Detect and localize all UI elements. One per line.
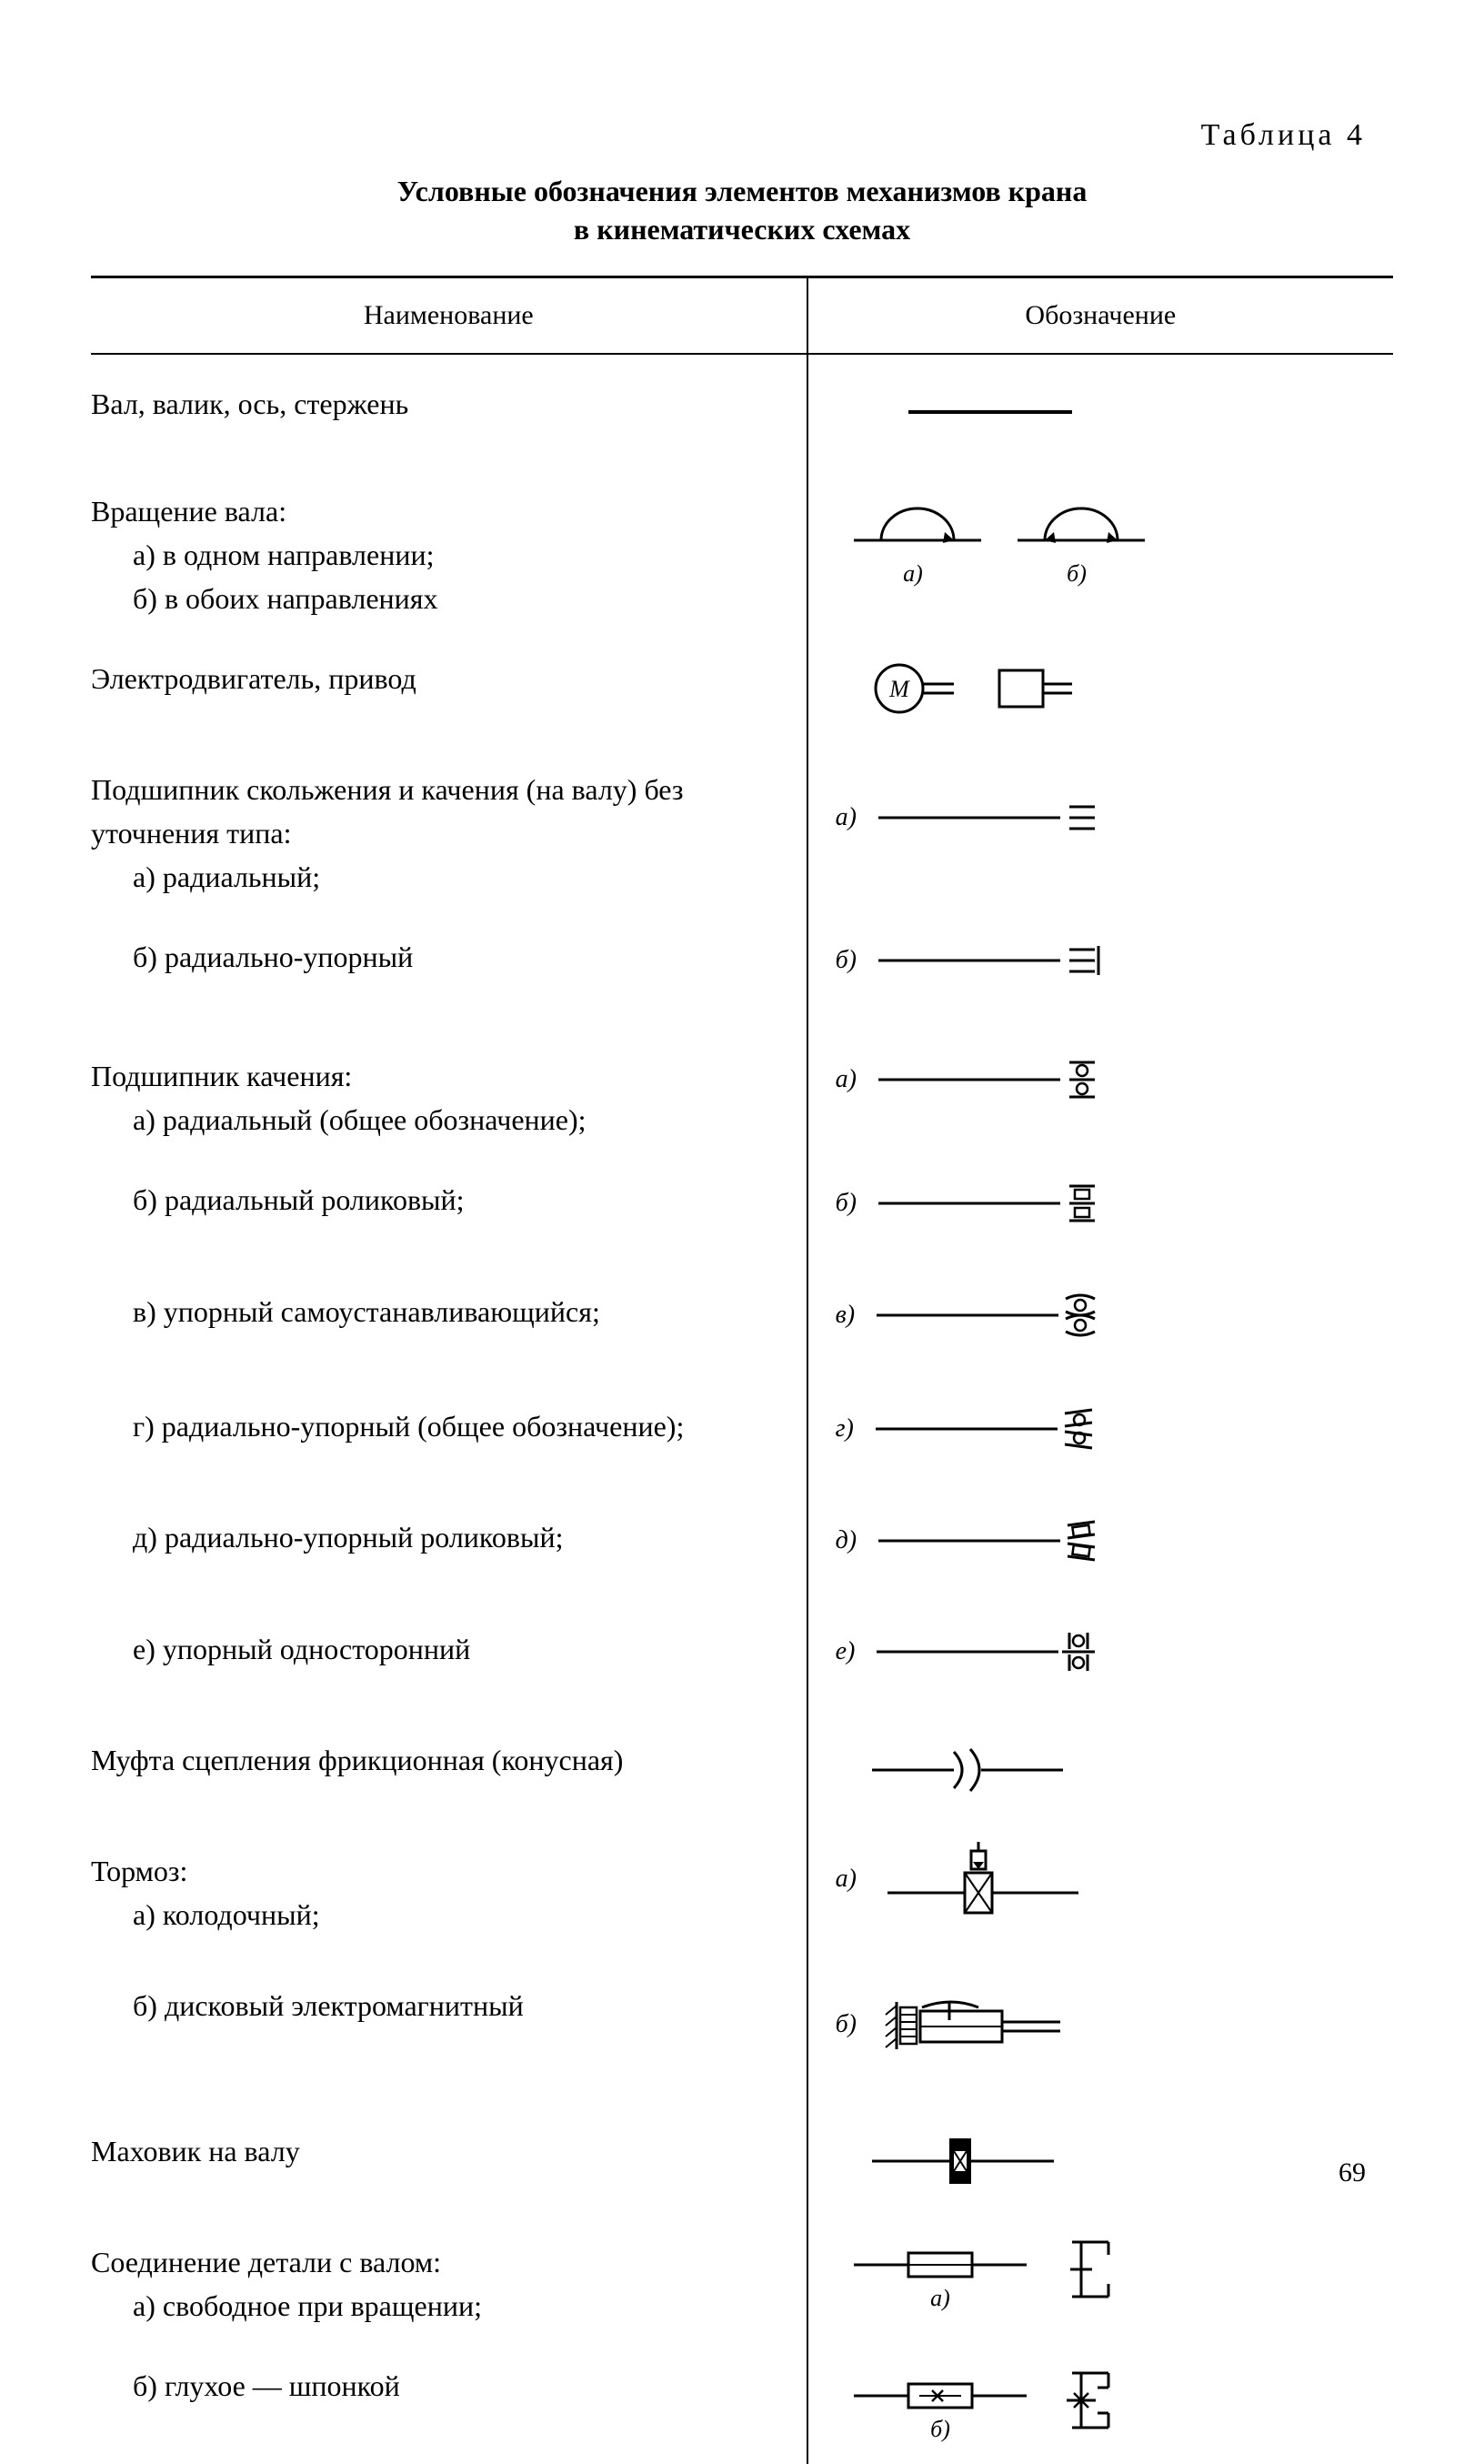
text-rotation-b: б) в обоих направлениях (91, 577, 788, 620)
row-brake-b: б) дисковый электромагнитный б) (91, 1956, 1393, 2102)
row-shaft: Вал, валик, ось, стержень (91, 354, 1393, 451)
table-number: Таблица 4 (1201, 118, 1366, 153)
header-name: Наименование (91, 277, 807, 355)
symbol-rolling-e (869, 1518, 1106, 1564)
title: Условные обозначения элементов механизмо… (91, 173, 1393, 248)
label-rolling-b: б) (836, 1184, 857, 1222)
row-rolling-b: б) радиальный роликовый; б) (91, 1151, 1393, 1262)
text-clutch: Муфта сцепления фрикционная (конусная) (91, 1738, 788, 1782)
row-rolling-e: д) радиально-упорный роликовый; д) (91, 1488, 1393, 1600)
label-brake-b: б) (836, 2006, 857, 2044)
page: Таблица 4 Условные обозначения элементов… (0, 0, 1484, 2270)
symbol-brake-disc (869, 1984, 1106, 2066)
symbol-rolling-d (867, 1406, 1103, 1452)
text-shaft: Вал, валик, ось, стержень (91, 382, 788, 426)
symbol-conn-key: б) (836, 2364, 1163, 2455)
row-rotation: Вращение вала: а) в одном направлении; б… (91, 451, 1393, 629)
symbol-bearing-radial (869, 800, 1106, 836)
text-rolling-e: д) радиально-упорный роликовый; (91, 1515, 788, 1559)
label-rolling-d: г) (836, 1410, 854, 1448)
text-rolling-c: в) упорный самоустанавливающийся; (91, 1290, 788, 1333)
row-bearing: Подшипник скольжения и качения (на валу)… (91, 729, 1393, 908)
row-bearing-b: б) радиально-упорный б) (91, 908, 1393, 1016)
header-symbol: Обозначение (807, 277, 1393, 355)
label-bearing-a: а) (836, 799, 857, 837)
row-brake-head: Тормоз: а) колодочный; а) (91, 1811, 1393, 1956)
text-rolling-b: б) радиальный роликовый; (91, 1178, 788, 1222)
row-rolling-f: е) упорный односторонний е) (91, 1600, 1393, 1712)
page-number: 69 (1339, 2157, 1366, 2188)
title-line-2: в кинематических схемах (574, 213, 910, 246)
row-conn-b: б) глухое — шпонкой б) (91, 2337, 1393, 2464)
symbol-shaft (836, 398, 1108, 426)
symbol-bearing-thrust (869, 942, 1106, 979)
label-rolling-a: а) (836, 1061, 857, 1099)
row-motor: Электродвигатель, привод М (91, 629, 1393, 729)
label-rolling-e: д) (836, 1522, 857, 1560)
symbol-flywheel (836, 2129, 1108, 2193)
symbol-rotation: а) б) (836, 499, 1163, 599)
label-brake-a: а) (836, 1860, 857, 1898)
row-clutch: Муфта сцепления фрикционная (конусная) (91, 1711, 1393, 1811)
text-bearing-b: б) радиально-упорный (91, 935, 788, 979)
text-rolling-d: г) радиально-упорный (общее обозначение)… (91, 1404, 788, 1448)
row-conn-head: Соединение детали с валом: а) свободное … (91, 2202, 1393, 2337)
label-rolling-c: в) (836, 1296, 855, 1334)
label-conn-a: а) (930, 2285, 950, 2311)
label-b: б) (1067, 560, 1087, 587)
text-rolling-a: а) радиальный (общее обозначение); (91, 1098, 788, 1141)
text-bearing-a: а) радиальный; (91, 855, 788, 899)
text-rolling-head: Подшипник качения: (91, 1054, 788, 1098)
text-rotation-a: а) в одном направлении; (91, 533, 788, 577)
symbol-conn-free: а) (836, 2233, 1163, 2324)
symbol-rolling-b (869, 1181, 1106, 1226)
row-rolling-head: Подшипник качения: а) радиальный (общее … (91, 1016, 1393, 1151)
label-m: М (888, 676, 910, 702)
label-rolling-f: е) (836, 1633, 856, 1671)
row-rolling-c: в) упорный самоустанавливающийся; в) (91, 1262, 1393, 1377)
text-brake-b: б) дисковый электромагнитный (91, 1984, 788, 2027)
symbol-clutch (836, 1738, 1108, 1802)
text-rotation-head: Вращение вала: (91, 489, 788, 533)
label-bearing-b: б) (836, 941, 857, 980)
symbol-rolling-f (867, 1629, 1104, 1675)
symbol-rolling-a (869, 1057, 1106, 1102)
row-flywheel: Маховик на валу (91, 2102, 1393, 2202)
text-rolling-f: е) упорный односторонний (91, 1627, 788, 1671)
title-line-1: Условные обозначения элементов механизмо… (397, 175, 1088, 207)
symbol-brake-shoe (869, 1838, 1106, 1920)
text-conn-b: б) глухое — шпонкой (91, 2364, 788, 2408)
label-conn-b: б) (930, 2416, 950, 2442)
symbol-motor: М (836, 657, 1127, 720)
text-conn-head: Соединение детали с валом: (91, 2240, 788, 2284)
text-conn-a: а) свободное при вращении; (91, 2284, 788, 2328)
label-a: а) (903, 560, 923, 587)
symbol-rolling-c (867, 1290, 1104, 1341)
row-rolling-d: г) радиально-упорный (общее обозначение)… (91, 1377, 1393, 1489)
text-bearing-head: Подшипник скольжения и качения (на валу)… (91, 768, 788, 855)
symbols-table: Наименование Обозначение Вал, валик, ось… (91, 276, 1393, 2464)
text-flywheel: Маховик на валу (91, 2129, 788, 2173)
text-motor: Электродвигатель, привод (91, 657, 788, 700)
text-brake-head: Тормоз: (91, 1849, 788, 1893)
text-brake-a: а) колодочный; (91, 1893, 788, 1936)
